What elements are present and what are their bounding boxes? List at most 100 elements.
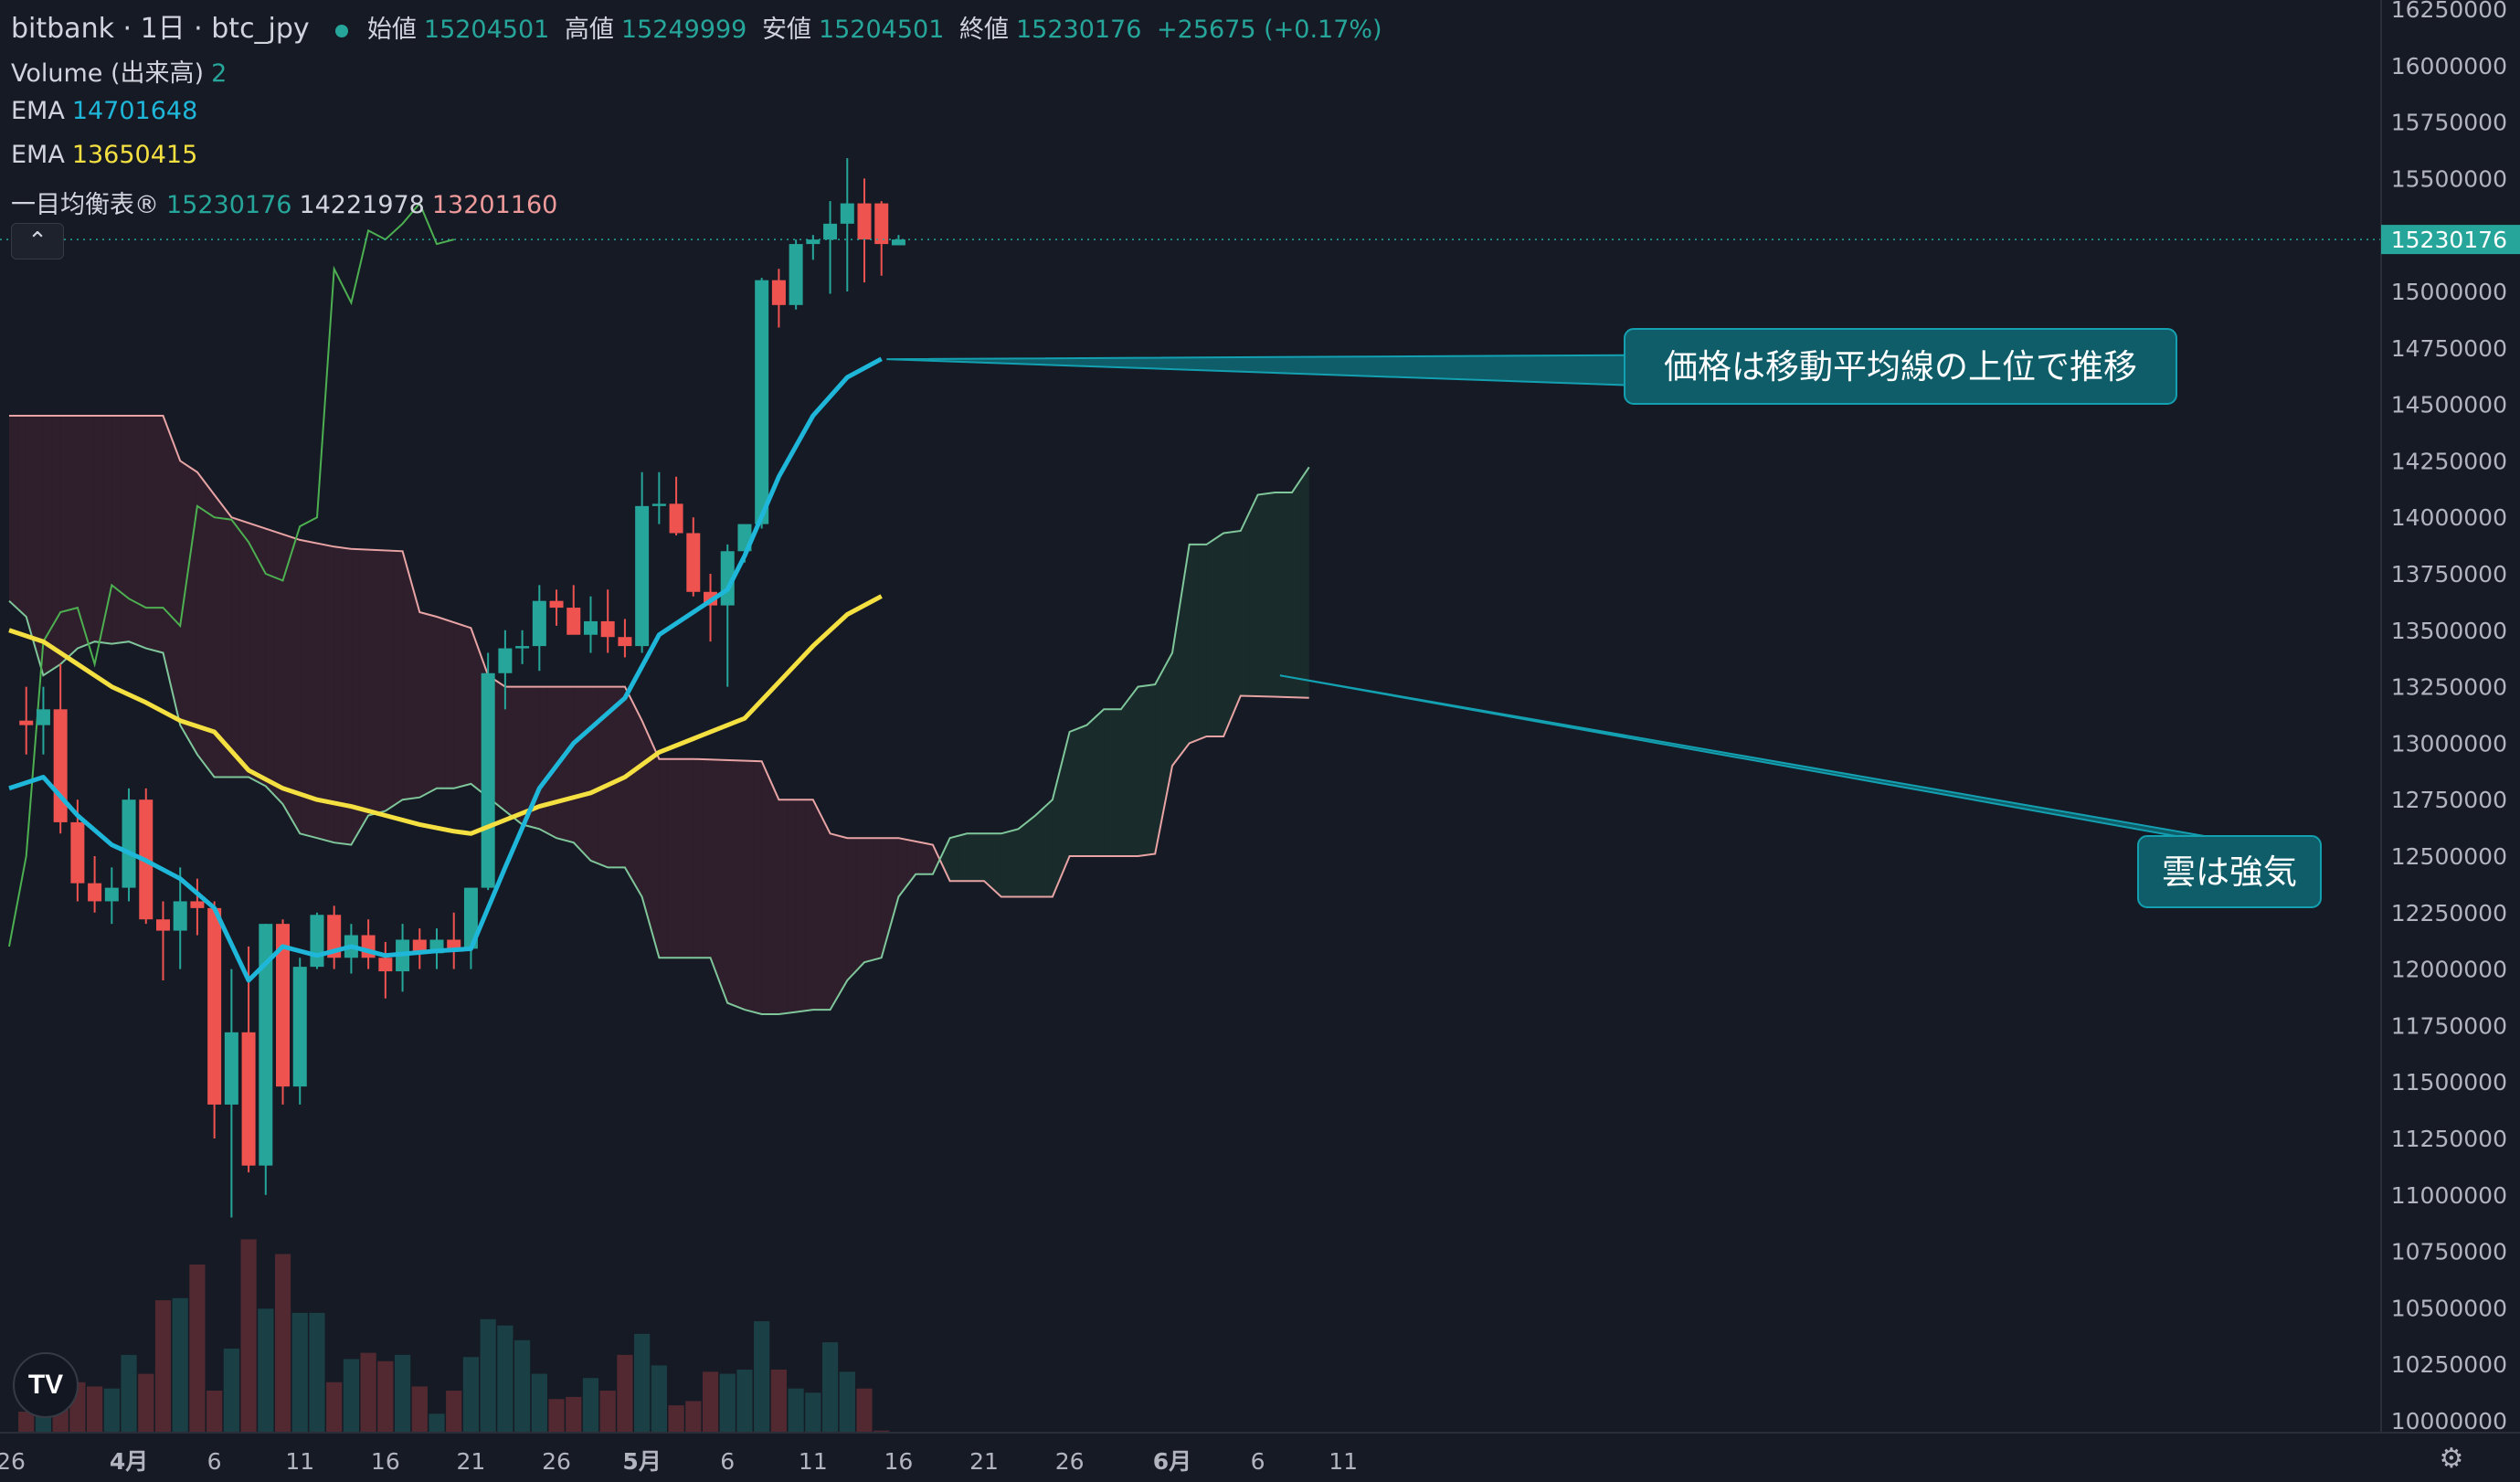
kumo-segment [598,686,609,868]
kumo-segment [641,720,651,927]
kumo-segment [932,844,942,874]
symbol-title[interactable]: bitbank · 1日 · btc_jpy [11,13,310,45]
kumo-segment [514,686,523,825]
candle-body [583,620,598,635]
kumo-segment [376,550,386,814]
kumo-segment [1189,544,1199,744]
kumo-segment [359,549,369,831]
kumo-segment [351,548,360,845]
kumo-segment [539,686,548,834]
time-tick-label: 16 [884,1448,914,1475]
kumo-segment [1078,725,1087,856]
candle-body [276,924,291,1087]
price-tick-label: 11500000 [2391,1069,2507,1096]
time-tick-label: 6 [207,1448,222,1475]
annotation-callout-1: 価格は移動平均線の上位で推移 [886,328,2177,405]
volume-bar [429,1413,445,1433]
kumo-segment [659,758,668,958]
ema-slow-line [8,594,883,836]
ema-fast-value: 14701648 [71,97,198,125]
price-tick-label: 13500000 [2391,618,2507,644]
ema-fast-legend[interactable]: EMA 14701648 [11,97,205,125]
candle-body [823,223,838,240]
volume-bar [634,1333,651,1433]
kumo-segment [864,838,874,963]
kumo-segment [9,415,18,609]
candle-body [224,1032,238,1105]
candle-body [618,637,632,647]
kumo-segment [693,758,703,958]
kumo-segment [582,686,591,861]
status-dot [335,24,349,37]
kumo-segment [796,799,805,1012]
kumo-segment [214,494,223,778]
kumo-segment [77,415,87,649]
collapse-legend-button[interactable]: ⌃ [11,223,64,259]
volume-bar [172,1297,188,1433]
volume-bar [702,1371,719,1433]
kumo-segment [1265,492,1276,697]
candle-body [463,887,478,949]
time-tick-label: 11 [1329,1448,1358,1475]
kumo-segment [316,543,326,841]
volume-bar [360,1352,376,1433]
volume-bar [685,1401,702,1433]
volume-bar [206,1391,223,1433]
price-tick-label: 15750000 [2391,110,2507,136]
price-tick-label: 10000000 [2391,1408,2507,1434]
kumo-segment [633,704,642,897]
kumo-segment [906,840,916,886]
volume-bar [874,1430,890,1433]
time-tick-label: 5月 [622,1448,661,1475]
candle-body [635,505,650,647]
volume-bar [856,1388,873,1433]
kumo-segment [1001,831,1011,897]
candle-body [53,709,68,822]
kumo-segment [718,759,728,1003]
kumo-segment [145,415,155,651]
kumo-segment [710,759,719,980]
price-tick-label: 12250000 [2391,900,2507,926]
header-legend: bitbank · 1日 · btc_jpy 始値 15204501 高値 1524… [11,5,1390,46]
kumo-segment [1035,807,1044,897]
candle-body [447,939,461,949]
candle-body [327,915,342,958]
kumo-segment [86,415,95,645]
volume-bar [668,1405,684,1433]
kumo-segment [522,686,531,827]
price-tick-label: 15000000 [2391,279,2507,305]
kumo-segment [394,550,403,806]
volume-bar [719,1373,736,1433]
kumo-segment [1181,544,1190,755]
senkou-span-b-line [9,415,1309,898]
kumo-segment [1043,799,1053,897]
volume-bar [736,1370,753,1433]
settings-icon[interactable]: ⚙ [2439,1443,2464,1475]
volume-legend[interactable]: Volume (出来高) 2 [11,53,234,89]
candle-body [412,939,427,954]
ichimoku-legend[interactable]: 一目均衡表® 15230176 14221978 13201160 [11,185,565,220]
volume-bar [599,1391,616,1433]
tradingview-logo[interactable]: TV [13,1352,79,1418]
price-tick-label: 13000000 [2391,730,2507,757]
time-tick-label: 6月 [1153,1448,1191,1475]
kumo-segment [1214,533,1224,736]
kumo-segment [1163,652,1172,810]
ichimoku-label: 一目均衡表® [11,191,159,219]
candle-body [155,919,170,931]
price-tick-label: 14000000 [2391,504,2507,531]
kumo-segment [325,545,334,843]
volume-bar [309,1312,325,1433]
ema-slow-legend[interactable]: EMA 13650415 [11,141,205,169]
volume-bar [326,1381,343,1433]
kumo-segment [137,415,146,649]
candle-body [310,915,324,968]
kumo-segment [736,760,745,1011]
ichimoku-value-3: 13201160 [431,191,558,219]
candle-body [378,958,393,972]
kumo-segment [43,415,52,676]
price-tick-label: 13250000 [2391,674,2507,701]
kumo-segment [958,833,968,882]
price-tick-label: 10250000 [2391,1351,2507,1378]
